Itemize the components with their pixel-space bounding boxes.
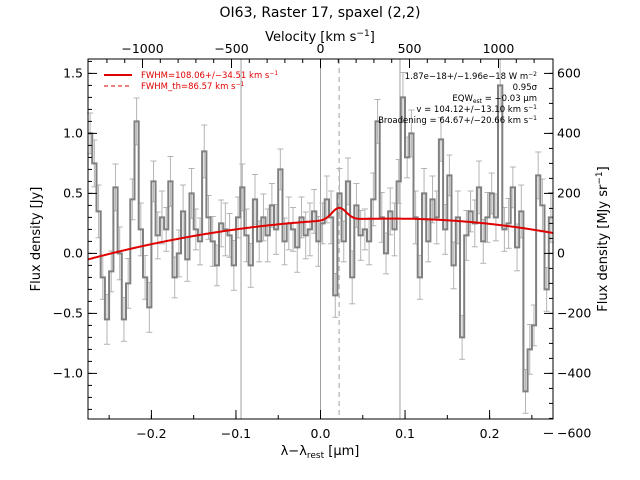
top-tick-label: 500 [398,41,422,56]
bottom-tick-label: 0.0 [311,426,331,441]
right-tick-label: 400 [557,125,581,140]
legend-label-fwhm-th: FWHM_th=86.57 km s−1 [141,81,245,92]
left-axis-label: Flux density [Jy] [29,187,44,292]
bottom-tick-label: 0.1 [395,426,415,441]
bottom-tick-label: −0.2 [136,426,166,441]
left-axis-ticks: −1.0 −0.5 0.0 0.5 1.0 1.5 [53,60,97,410]
legend: FWHM=108.06+/−34.51 km s−1 FWHM_th=86.57… [104,70,278,92]
annotation-eqw: EQWest = −0.03 μm [452,94,537,105]
fit-annotations: 1.87e−18+/−1.96e−18 W m−2 0.95σ EQWest =… [378,71,538,126]
bottom-tick-label: 0.2 [480,426,500,441]
top-tick-label: 1000 [483,41,515,56]
annotation-broadening: Broadening = 64.67+/−20.66 km s−1 [378,115,537,126]
annotation-line-flux: 1.87e−18+/−1.96e−18 W m−2 [405,71,537,82]
right-tick-label: 600 [557,65,581,80]
right-axis-ticks: −600 −400 −200 0 200 400 600 [544,65,591,440]
left-tick-label: 0.5 [63,185,83,200]
top-tick-label: −500 [214,41,248,56]
right-axis-label: Flux density [MJy sr−1] [595,166,611,311]
bottom-axis-label: λ−λrest [μm] [281,444,360,461]
right-tick-label: −600 [557,425,591,440]
annotation-significance: 0.95σ [513,83,538,93]
annotation-velocity: v = 104.12+/−13.10 km s−1 [416,104,537,115]
top-axis-ticks: −1000 −500 0 500 1000 [106,41,535,68]
top-tick-label: −1000 [121,41,163,56]
right-tick-label: 0 [557,245,565,260]
left-tick-label: 1.5 [63,65,83,80]
chart-title: OI63, Raster 17, spaxel (2,2) [220,5,421,21]
bottom-axis-ticks: −0.2 −0.1 0.0 0.1 0.2 [108,410,533,441]
left-tick-label: 1.0 [63,125,83,140]
fit-curve [87,206,554,261]
right-tick-label: −400 [557,365,591,380]
legend-label-fwhm: FWHM=108.06+/−34.51 km s−1 [141,70,278,81]
right-tick-label: 200 [557,185,581,200]
left-tick-label: −1.0 [53,365,83,380]
top-tick-label: 0 [317,41,325,56]
left-tick-label: 0.0 [63,245,83,260]
top-axis-label: Velocity [km s−1] [265,29,375,45]
bottom-tick-label: −0.1 [221,426,251,441]
right-tick-label: −200 [557,305,591,320]
left-tick-label: −0.5 [53,305,83,320]
